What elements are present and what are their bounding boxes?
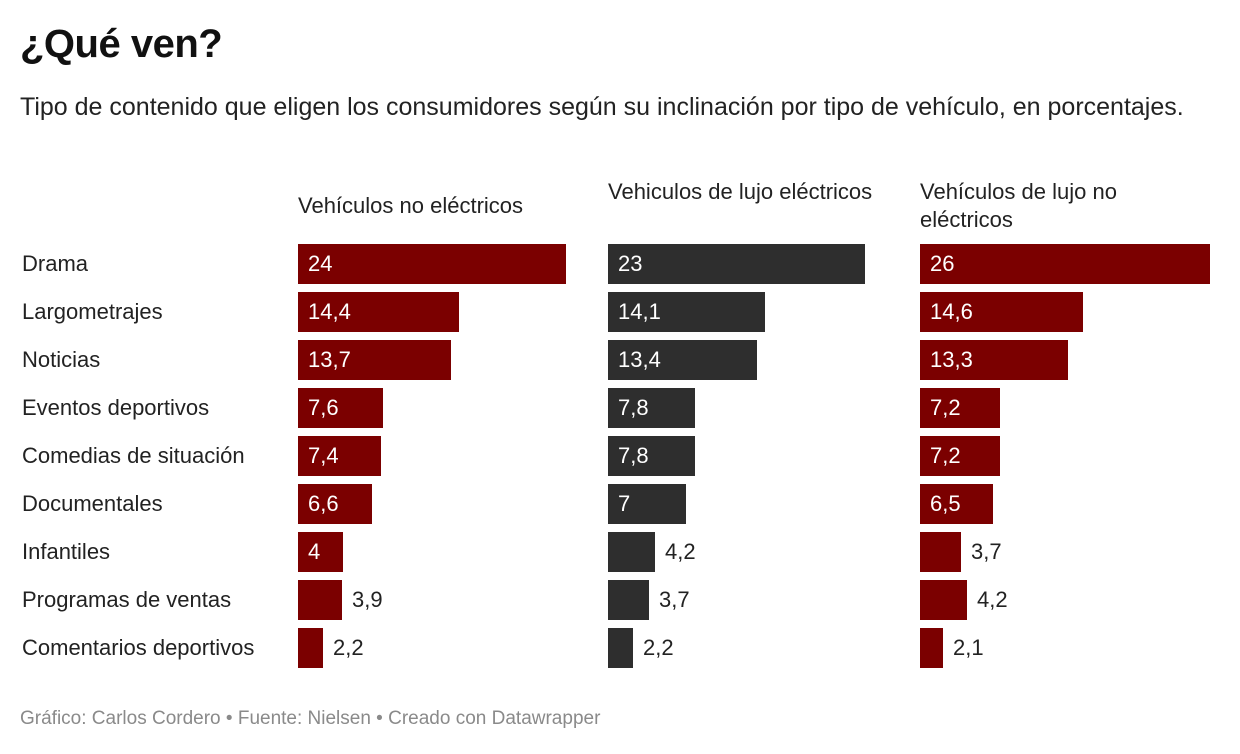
bar-value-label: 7,2 bbox=[930, 395, 961, 420]
chart-subtitle: Tipo de contenido que eligen los consumi… bbox=[20, 93, 1184, 121]
bar-value-label: 3,7 bbox=[971, 539, 1002, 564]
bar bbox=[920, 388, 1000, 428]
category-label: Documentales bbox=[22, 491, 163, 516]
bar-value-label: 13,7 bbox=[308, 347, 351, 372]
bar-value-label: 14,4 bbox=[308, 299, 351, 324]
bar-value-label: 7,2 bbox=[930, 443, 961, 468]
chart-footer: Gráfico: Carlos Cordero • Fuente: Nielse… bbox=[20, 708, 601, 729]
bar-value-label: 13,3 bbox=[930, 347, 973, 372]
category-label: Largometrajes bbox=[22, 299, 163, 324]
bar bbox=[920, 628, 943, 668]
bar-value-label: 7,8 bbox=[618, 395, 649, 420]
bar-value-label: 4,2 bbox=[665, 539, 696, 564]
bar bbox=[608, 388, 695, 428]
bar bbox=[298, 244, 566, 284]
bar-value-label: 13,4 bbox=[618, 347, 661, 372]
category-label: Drama bbox=[22, 251, 89, 276]
bar bbox=[608, 244, 865, 284]
series-header: Vehículos no eléctricos bbox=[298, 193, 524, 218]
bar bbox=[920, 436, 1000, 476]
bar bbox=[920, 292, 1083, 332]
bar bbox=[298, 628, 323, 668]
bar-value-label: 7,4 bbox=[308, 443, 339, 468]
bar bbox=[298, 388, 383, 428]
category-label: Eventos deportivos bbox=[22, 395, 210, 420]
bar-value-label: 6,5 bbox=[930, 491, 961, 516]
bar-value-label: 2,2 bbox=[333, 635, 364, 660]
bar-value-label: 7 bbox=[618, 491, 631, 516]
bar-value-label: 3,9 bbox=[352, 587, 383, 612]
category-label: Programas de ventas bbox=[22, 587, 232, 612]
bar-value-label: 2,1 bbox=[953, 635, 984, 660]
bar-value-label: 4 bbox=[308, 539, 321, 564]
bar bbox=[298, 340, 451, 380]
bar bbox=[608, 436, 695, 476]
bar bbox=[298, 580, 342, 620]
series-header: Vehículos de lujo no eléctricos bbox=[920, 179, 1117, 232]
bar-value-label: 14,6 bbox=[930, 299, 973, 324]
bar bbox=[298, 292, 459, 332]
chart-title: ¿Qué ven? bbox=[20, 22, 223, 66]
bar bbox=[920, 244, 1210, 284]
bar bbox=[608, 340, 757, 380]
series-header: Vehiculos de lujo eléctricos bbox=[608, 179, 873, 204]
bar bbox=[608, 628, 633, 668]
bar-value-label: 7,8 bbox=[618, 443, 649, 468]
category-label: Noticias bbox=[22, 347, 101, 372]
bar-value-label: 6,6 bbox=[308, 491, 339, 516]
bar bbox=[920, 580, 967, 620]
bar-value-label: 23 bbox=[618, 251, 643, 276]
bar bbox=[920, 340, 1068, 380]
bar-value-label: 7,6 bbox=[308, 395, 339, 420]
bar bbox=[920, 532, 961, 572]
bar-value-label: 3,7 bbox=[659, 587, 690, 612]
bar-value-label: 14,1 bbox=[618, 299, 661, 324]
category-label: Comentarios deportivos bbox=[22, 635, 255, 660]
bar bbox=[298, 484, 372, 524]
bar bbox=[298, 436, 381, 476]
bar bbox=[298, 532, 343, 572]
bar-value-label: 24 bbox=[308, 251, 333, 276]
bar-value-label: 4,2 bbox=[977, 587, 1008, 612]
bar bbox=[608, 292, 765, 332]
bar-value-label: 26 bbox=[930, 251, 955, 276]
bar bbox=[920, 484, 993, 524]
bar bbox=[608, 580, 649, 620]
category-label: Comedias de situación bbox=[22, 443, 245, 468]
bar bbox=[608, 532, 655, 572]
bar-value-label: 2,2 bbox=[643, 635, 674, 660]
category-label: Infantiles bbox=[22, 539, 111, 564]
bar bbox=[608, 484, 686, 524]
